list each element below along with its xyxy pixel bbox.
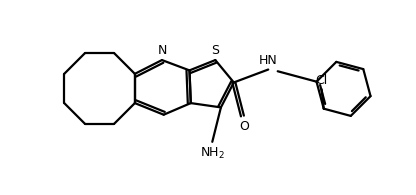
Text: N: N bbox=[157, 44, 167, 57]
Text: Cl: Cl bbox=[315, 74, 328, 87]
Text: S: S bbox=[211, 44, 219, 57]
Text: O: O bbox=[240, 120, 250, 133]
Text: HN: HN bbox=[259, 53, 277, 66]
Text: NH$_2$: NH$_2$ bbox=[200, 146, 225, 161]
